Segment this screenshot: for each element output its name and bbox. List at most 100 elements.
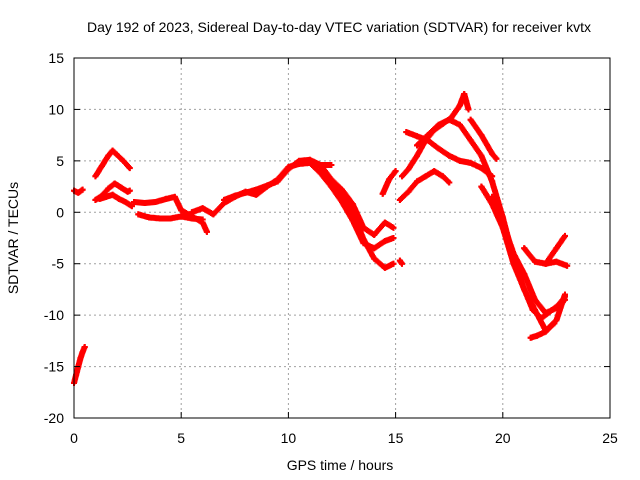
data-point: [328, 161, 335, 168]
data-point: [178, 207, 185, 214]
series-marks: [396, 257, 405, 267]
data-point: [135, 211, 142, 218]
data-point: [109, 191, 116, 198]
data-point: [92, 173, 99, 180]
data-point: [493, 155, 500, 162]
data-point: [371, 231, 378, 238]
data-point: [113, 151, 120, 158]
data-point: [527, 334, 534, 341]
data-point: [561, 232, 568, 239]
data-point: [349, 209, 356, 216]
series-arc-21: [489, 178, 568, 322]
axis-ticks: 0 5 10 15 20 25 -20 -15 -10 -5 0 5 10 15: [44, 50, 618, 446]
data-point: [478, 152, 485, 159]
data-point: [111, 180, 118, 187]
data-point: [199, 216, 206, 223]
data-point: [371, 255, 378, 262]
data-point: [105, 185, 112, 192]
data-point: [529, 307, 536, 313]
data-point: [446, 179, 453, 186]
data-point: [538, 315, 545, 322]
data-point: [561, 296, 568, 303]
grid-lines: [74, 58, 610, 418]
data-point: [461, 91, 468, 97]
y-tick-label: 10: [48, 101, 64, 117]
data-point: [435, 121, 442, 128]
data-point: [381, 264, 388, 271]
data-point: [549, 307, 556, 313]
data-point: [242, 189, 249, 196]
data-point: [77, 355, 84, 362]
series-arc-22: [527, 320, 558, 341]
data-point: [478, 132, 485, 139]
data-point: [414, 142, 421, 149]
data-point: [446, 116, 453, 123]
data-point: [399, 260, 406, 267]
data-point: [396, 257, 403, 264]
data-point: [531, 296, 538, 303]
data-point: [489, 150, 496, 157]
y-tick-label: -20: [44, 410, 64, 426]
series-arc-2: [71, 186, 86, 196]
data-point: [81, 344, 88, 351]
x-tick-label: 20: [495, 430, 511, 446]
data-point: [510, 255, 517, 262]
data-point: [386, 176, 393, 183]
data-point: [465, 106, 472, 113]
data-point: [489, 178, 496, 185]
data-point: [253, 186, 260, 193]
data-point: [553, 317, 560, 324]
data-point: [152, 199, 159, 205]
series-arc-24: [542, 232, 568, 267]
data-point: [439, 173, 446, 180]
y-tick-label: 5: [56, 153, 64, 169]
data-point: [521, 286, 528, 293]
data-point: [221, 196, 228, 203]
data-point: [163, 195, 170, 202]
y-tick-label: 15: [48, 50, 64, 66]
data-point: [349, 201, 356, 208]
data-point: [478, 165, 485, 172]
data-point: [116, 195, 123, 202]
data-point: [105, 152, 112, 159]
data-point: [467, 137, 474, 144]
data-point: [456, 102, 463, 109]
data-point: [392, 168, 399, 175]
data-point: [79, 349, 86, 356]
data-point: [414, 178, 421, 185]
data-point: [128, 203, 135, 210]
data-point: [360, 236, 367, 243]
data-point: [178, 213, 185, 220]
data-point: [542, 260, 549, 267]
series-marks: [221, 156, 397, 238]
data-point: [551, 320, 558, 327]
data-points: [71, 91, 571, 387]
data-point: [79, 186, 86, 193]
data-point: [405, 166, 412, 173]
data-point: [146, 214, 153, 221]
x-tick-label: 10: [281, 430, 297, 446]
data-point: [405, 188, 412, 195]
series-arc-3: [92, 147, 133, 180]
data-point: [263, 182, 270, 189]
data-point: [456, 157, 463, 164]
data-point: [390, 260, 397, 267]
data-point: [414, 133, 421, 140]
y-tick-label: 0: [56, 204, 64, 220]
data-point: [231, 192, 238, 199]
data-point: [339, 192, 345, 199]
y-tick-label: -15: [44, 359, 64, 375]
plot-frame: [73, 57, 611, 419]
data-point: [379, 190, 386, 197]
data-point: [435, 145, 442, 152]
data-point: [98, 163, 105, 169]
data-point: [75, 189, 82, 196]
series-arc-5: [96, 191, 135, 210]
data-point: [96, 195, 103, 202]
data-point: [103, 193, 110, 200]
y-tick-label: -10: [44, 307, 64, 323]
data-point: [285, 166, 292, 173]
data-point: [122, 199, 129, 205]
chart-title: Day 192 of 2023, Sidereal Day-to-day VTE…: [87, 19, 591, 35]
